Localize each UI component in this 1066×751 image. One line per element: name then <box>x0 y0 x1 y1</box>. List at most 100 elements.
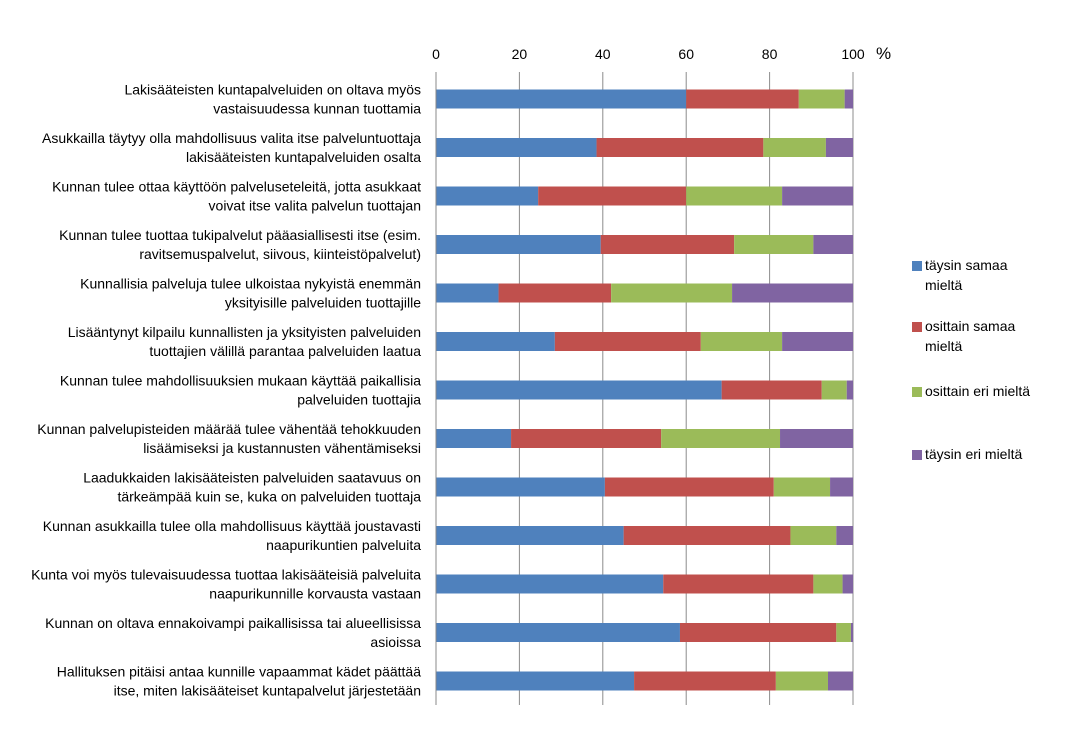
bars <box>436 89 853 691</box>
bar-segment-4 <box>850 623 853 642</box>
bar-segment-2 <box>538 186 687 206</box>
bar-segment-2 <box>554 332 701 351</box>
bar-segment-3 <box>790 526 837 545</box>
x-tick-label: 80 <box>762 46 778 62</box>
bar-segment-4 <box>780 429 853 448</box>
bar-segment-1 <box>436 186 539 206</box>
bar-segment-4 <box>782 332 853 351</box>
bar-segment-3 <box>700 332 783 351</box>
bar-segment-2 <box>663 574 814 594</box>
category-label: yksityisille palveluiden tuottajille <box>225 295 421 311</box>
x-axis-ticks: 0 20 40 60 80 100 <box>432 46 865 62</box>
bar-segment-3 <box>775 671 828 691</box>
category-label: Laadukkaiden lakisääteisten palveluiden … <box>83 470 421 486</box>
bar-segment-1 <box>436 235 601 254</box>
bar-segment-1 <box>436 429 512 448</box>
category-label: voivat itse valita palvelun tuottajan <box>209 198 421 214</box>
category-label: naapurikunnille korvausta vastaan <box>209 586 421 602</box>
bar-segment-1 <box>436 526 624 545</box>
legend-label: mieltä <box>925 277 963 293</box>
bar-segment-3 <box>836 623 851 642</box>
bar-segment-2 <box>596 138 764 157</box>
bar-segment-3 <box>661 429 781 448</box>
category-label: Kunnan tulee ottaa käyttöön palvelusetel… <box>52 179 421 195</box>
x-tick-label: 20 <box>512 46 528 62</box>
bar-segment-1 <box>436 671 635 691</box>
x-axis-unit-label: % <box>876 44 891 63</box>
legend-label: osittain eri mieltä <box>925 383 1030 399</box>
bar-segment-1 <box>436 477 605 497</box>
bar-segment-4 <box>825 138 853 157</box>
bar-segment-1 <box>436 332 555 351</box>
bar-segment-4 <box>842 574 853 594</box>
bar-segment-2 <box>511 429 662 448</box>
category-label: Hallituksen pitäisi antaa kunnille vapaa… <box>57 664 421 680</box>
legend-swatch <box>912 322 922 332</box>
legend-swatch <box>912 261 922 271</box>
category-label: Kunnan tulee mahdollisuuksien mukaan käy… <box>60 373 421 389</box>
legend-swatch <box>912 387 922 397</box>
category-label: palveluiden tuottajia <box>297 392 421 408</box>
bar-segment-3 <box>686 186 783 206</box>
category-label: Kunnan tulee tuottaa tukipalvelut pääasi… <box>59 227 421 243</box>
category-label: Kunnan asukkailla tulee olla mahdollisuu… <box>43 518 421 534</box>
bar-segment-1 <box>436 138 597 157</box>
bar-segment-3 <box>821 380 847 400</box>
category-label: tuottajien välillä parantaa palveluiden … <box>149 343 421 359</box>
category-label: ravitsemuspalvelut, siivous, kiinteistöp… <box>139 246 421 262</box>
bar-segment-1 <box>436 380 722 400</box>
legend-label: täysin samaa <box>925 257 1008 273</box>
bar-segment-4 <box>782 186 853 206</box>
category-label: asioissa <box>370 634 421 650</box>
bar-segment-1 <box>436 623 680 642</box>
bar-segment-4 <box>836 526 853 545</box>
category-label: naapurikuntien palveluita <box>266 537 421 553</box>
category-labels: Lakisääteisten kuntapalveluiden on oltav… <box>31 82 421 699</box>
category-label: lisäämiseksi ja kustannusten vähentämise… <box>143 440 421 456</box>
legend-label: mieltä <box>925 338 963 354</box>
x-tick-label: 0 <box>432 46 440 62</box>
bar-segment-4 <box>830 477 853 497</box>
category-label: Lisääntynyt kilpailu kunnallisten ja yks… <box>68 324 421 340</box>
bar-segment-2 <box>679 623 837 642</box>
category-label: itse, miten lakisääteiset kuntapalvelut … <box>114 683 421 699</box>
x-tick-label: 40 <box>595 46 611 62</box>
bar-segment-2 <box>600 235 735 254</box>
bar-segment-3 <box>773 477 831 497</box>
bar-segment-3 <box>611 283 733 303</box>
bar-segment-3 <box>813 574 843 594</box>
bar-segment-4 <box>846 380 853 400</box>
bar-segment-3 <box>734 235 814 254</box>
category-label: Lakisääteisten kuntapalveluiden on oltav… <box>124 82 421 98</box>
category-label: tärkeämpää kuin se, kuka on palveluiden … <box>117 489 421 505</box>
bar-segment-1 <box>436 89 687 109</box>
category-label: Kunnan on oltava ennakoivampi paikallisi… <box>45 615 421 631</box>
legend-label: täysin eri mieltä <box>925 446 1022 462</box>
bar-segment-4 <box>732 283 853 303</box>
x-tick-label: 100 <box>841 46 865 62</box>
bar-segment-2 <box>604 477 774 497</box>
legend: täysin samaa mieltä osittain samaa mieltä os… <box>912 257 1030 462</box>
bar-segment-2 <box>686 89 799 109</box>
category-label: Kunnan palvelupisteiden määrää tulee väh… <box>37 421 421 437</box>
legend-label: osittain samaa <box>925 318 1015 334</box>
bar-segment-3 <box>798 89 845 109</box>
bar-segment-2 <box>623 526 791 545</box>
bar-segment-4 <box>827 671 853 691</box>
x-tick-label: 60 <box>678 46 694 62</box>
bar-segment-3 <box>763 138 826 157</box>
category-label: lakisääteisten kuntapalveluiden osalta <box>186 149 421 165</box>
bar-segment-4 <box>844 89 853 109</box>
bar-segment-1 <box>436 283 499 303</box>
category-label: vastaisuudessa kunnan tuottamia <box>213 101 421 117</box>
bar-segment-2 <box>498 283 612 303</box>
category-label: Asukkailla täytyy olla mahdollisuus vali… <box>42 130 421 146</box>
category-label: Kunta voi myös tulevaisuudessa tuottaa l… <box>31 567 421 583</box>
bar-segment-2 <box>721 380 822 400</box>
category-label: Kunnallisia palveluja tulee ulkoistaa ny… <box>80 276 421 292</box>
bar-segment-2 <box>634 671 776 691</box>
legend-swatch <box>912 450 922 460</box>
bar-segment-4 <box>813 235 853 254</box>
bar-segment-1 <box>436 574 664 594</box>
